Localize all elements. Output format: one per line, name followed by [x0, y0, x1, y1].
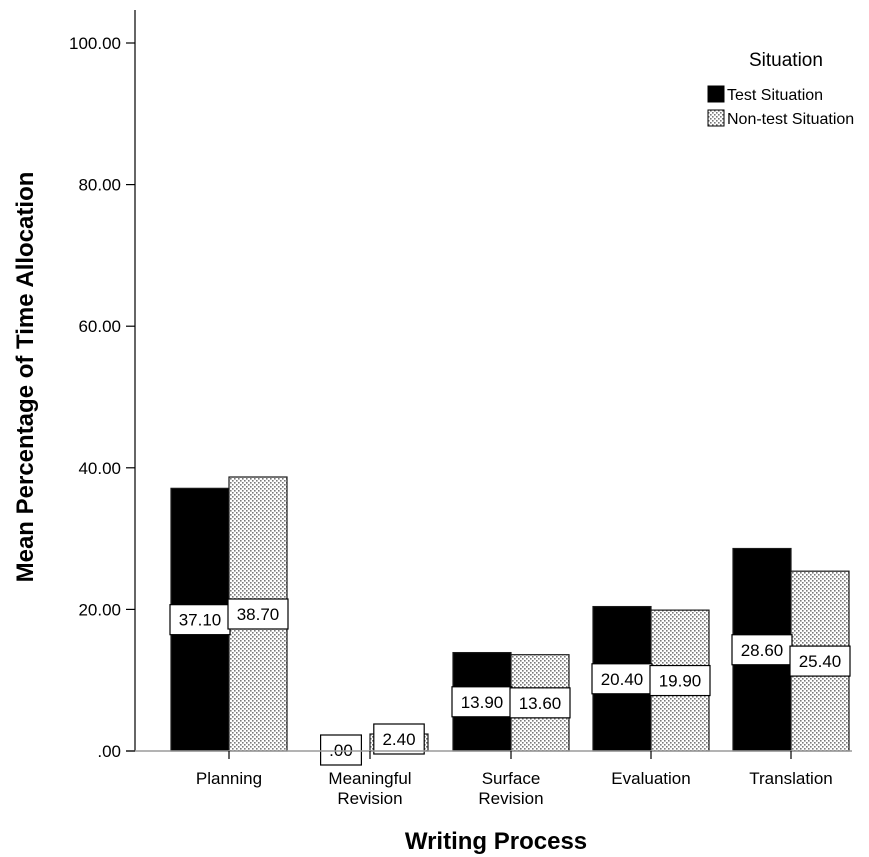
legend-title: Situation	[749, 50, 823, 71]
y-tick-label: .00	[97, 742, 121, 761]
data-label: 38.70	[237, 605, 280, 624]
legend-entry: Test Situation	[727, 87, 823, 104]
data-label-box	[169, 604, 231, 636]
data-label: 2.40	[382, 730, 415, 749]
y-tick-label: 80.00	[78, 176, 121, 195]
x-tick-label: Planning	[196, 769, 262, 788]
data-label: 25.40	[799, 652, 842, 671]
legend-swatch	[707, 109, 725, 127]
y-tick-label: 20.00	[78, 600, 121, 619]
data-label: 37.10	[179, 611, 222, 630]
y-tick-label: 40.00	[78, 459, 121, 478]
data-label-box	[731, 634, 793, 666]
legend: Situation Test Situation Non-test Situatio…	[707, 50, 854, 128]
data-label-box	[509, 687, 571, 719]
y-tick-label: 100.00	[69, 34, 121, 53]
legend-swatch	[707, 85, 725, 103]
data-label-box	[451, 686, 513, 718]
axes: .00 20.00 40.00 60.00 80.00 100.00 Planning Mea…	[12, 10, 852, 855]
x-tick-label: Evaluation	[611, 769, 690, 788]
data-label: 13.60	[519, 694, 562, 713]
y-tick-label: 60.00	[78, 317, 121, 336]
y-axis-title: Mean Percentage of Time Allocation	[12, 172, 39, 583]
x-tick-label: Meaningful Revision	[328, 769, 411, 808]
data-label-box	[789, 645, 851, 677]
data-label-box	[320, 734, 363, 766]
data-label-box	[227, 598, 289, 630]
data-label: 13.90	[461, 693, 504, 712]
x-tick-label: Translation	[749, 769, 832, 788]
legend-entry: Non-test Situation	[727, 111, 854, 128]
x-tick-label: Surface Revision	[478, 769, 543, 808]
x-axis-title: Writing Process	[405, 828, 587, 855]
data-label: 28.60	[741, 641, 784, 660]
data-label: 20.40	[601, 670, 644, 689]
data-label-box	[373, 723, 425, 755]
data-label: 19.90	[659, 672, 702, 691]
data-label-box	[649, 664, 711, 697]
